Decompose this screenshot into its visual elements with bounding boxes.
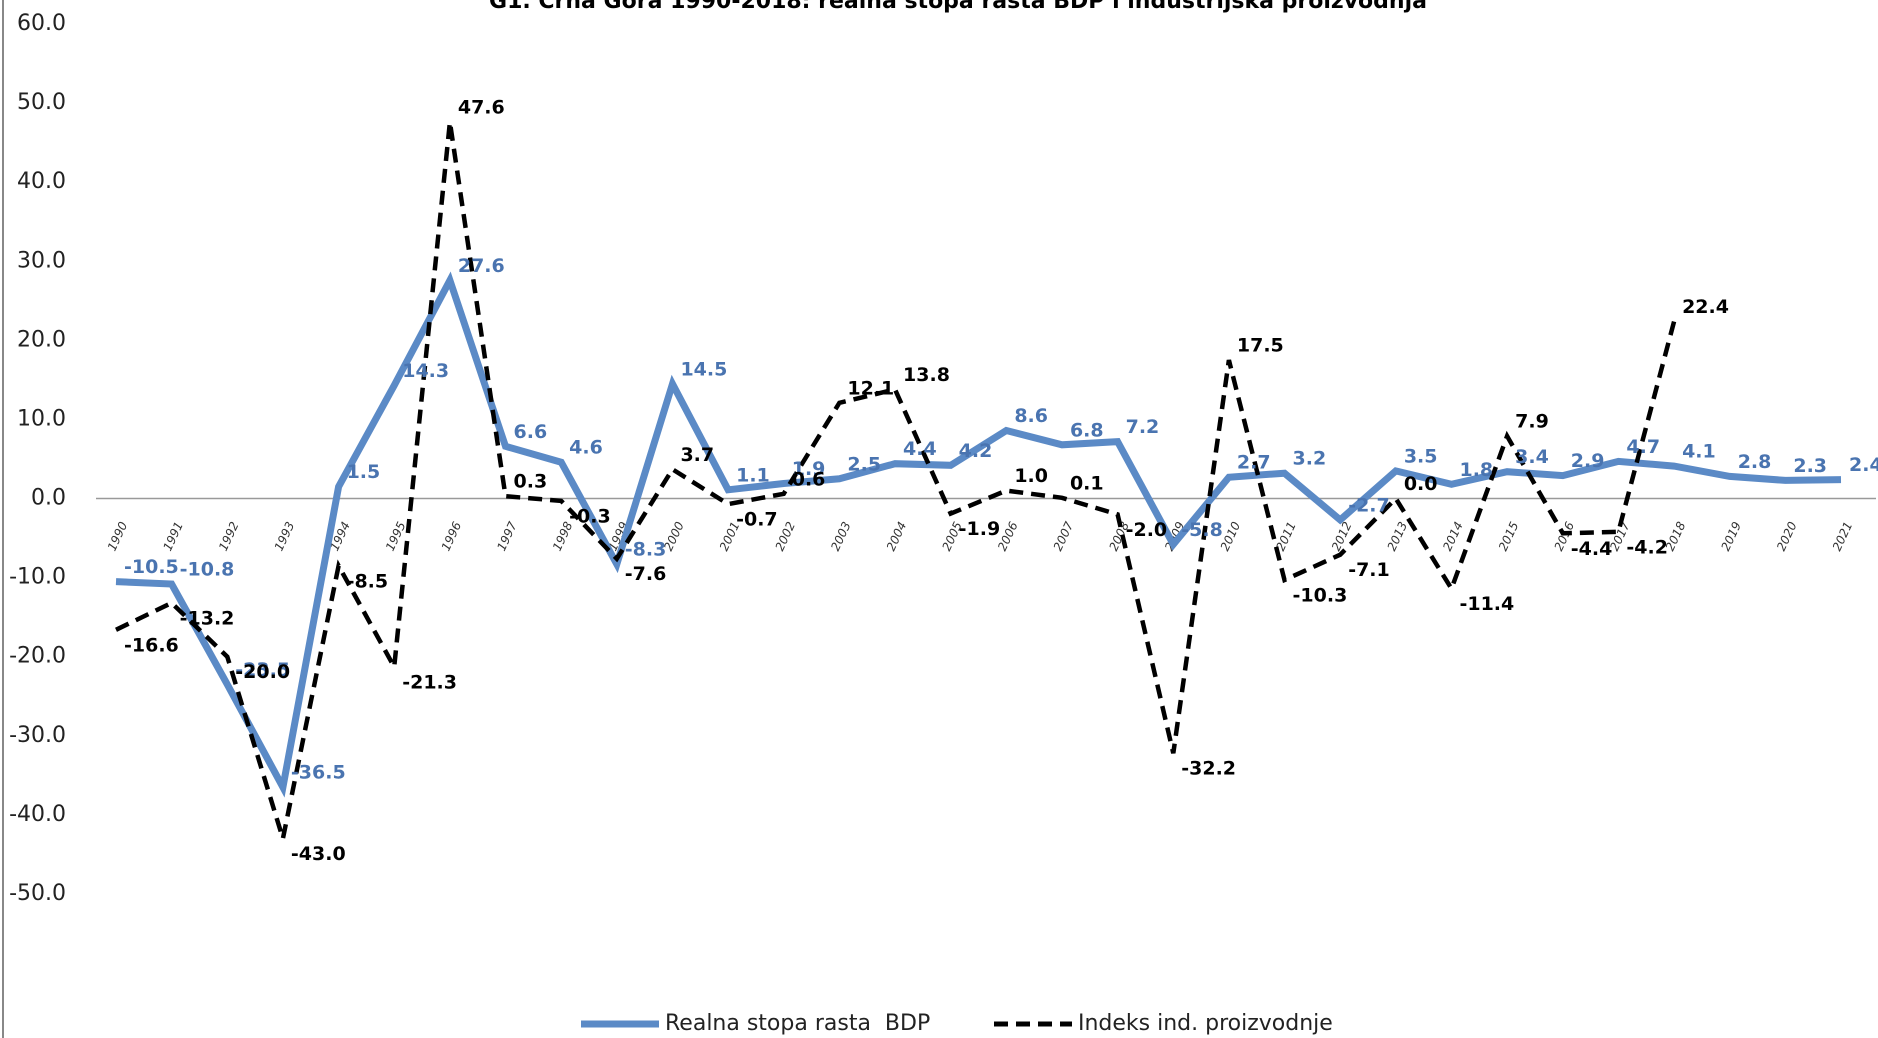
data-label: -21.3	[402, 672, 457, 694]
data-label: 3.2	[1293, 448, 1327, 470]
x-tick-label: 1991	[160, 520, 186, 554]
data-label: 4.7	[1626, 436, 1660, 458]
data-label: 3.4	[1515, 446, 1549, 468]
y-tick-label: -20.0	[9, 644, 66, 669]
data-label: 1.5	[347, 461, 381, 483]
data-label: 3.5	[1404, 445, 1438, 467]
x-tick-label: 1993	[272, 520, 298, 554]
data-label: -10.8	[180, 558, 235, 580]
y-tick-label: -50.0	[9, 881, 66, 906]
data-label: 2.7	[1237, 452, 1271, 474]
x-tick-label: 2013	[1385, 520, 1411, 554]
data-label: 17.5	[1237, 335, 1284, 357]
legend-label: Indeks ind. proizvodnje	[1078, 1011, 1333, 1036]
series-line	[115, 271, 1842, 798]
data-label: 47.6	[458, 97, 505, 119]
x-tick-label: 2014	[1440, 520, 1466, 554]
x-tick-label: 2007	[1051, 519, 1077, 553]
data-label: -2.7	[1348, 494, 1390, 516]
data-label: 1.9	[792, 458, 826, 480]
data-label: -11.4	[1459, 593, 1514, 615]
data-label: 13.8	[903, 364, 950, 386]
data-label: 6.8	[1070, 419, 1104, 441]
legend-label: Realna stopa rasta BDP	[665, 1011, 930, 1036]
data-label: -4.4	[1571, 538, 1613, 560]
data-label: 2.9	[1571, 450, 1605, 472]
data-label: -1.9	[959, 518, 1001, 540]
data-label: -5.8	[1181, 519, 1223, 541]
chart-title: G1. Crna Gora 1990-2018: realna stopa ra…	[489, 0, 1427, 14]
data-label: 0.1	[1070, 472, 1104, 494]
data-label: 4.2	[959, 440, 993, 462]
data-label: 1.0	[1014, 465, 1048, 487]
x-tick-label: 1992	[216, 520, 242, 554]
data-label: 0.0	[1404, 473, 1438, 495]
data-label: -13.2	[180, 607, 235, 629]
data-label: -4.2	[1626, 536, 1668, 558]
data-label: 2.5	[847, 453, 881, 475]
data-label: -20.0	[235, 661, 290, 683]
y-tick-label: -40.0	[9, 802, 66, 827]
data-label: -32.2	[1181, 758, 1236, 780]
data-label: -10.3	[1293, 585, 1348, 607]
x-tick-label: 2003	[828, 520, 854, 554]
x-tick-label: 2015	[1496, 520, 1522, 554]
data-label: 4.4	[903, 438, 937, 460]
data-label: 7.9	[1515, 411, 1549, 433]
data-label: -8.5	[347, 570, 389, 592]
data-label: 2.3	[1793, 455, 1827, 477]
data-label: 22.4	[1682, 296, 1729, 318]
data-label: 27.6	[458, 255, 505, 277]
data-label: 7.2	[1126, 416, 1160, 438]
data-label: -7.1	[1348, 559, 1390, 581]
data-label: -0.7	[736, 509, 778, 531]
data-label: 14.3	[402, 360, 449, 382]
data-label: -43.0	[291, 843, 346, 865]
y-tick-label: 0.0	[31, 486, 66, 511]
x-tick-label: 1996	[439, 519, 465, 553]
x-tick-label: 2019	[1718, 520, 1744, 554]
data-label: 3.7	[680, 444, 714, 466]
data-label: -7.6	[625, 563, 667, 585]
data-label: 4.1	[1682, 441, 1716, 463]
data-label: 0.6	[792, 468, 826, 490]
data-label: -16.6	[124, 634, 179, 656]
data-label: -23.5	[235, 659, 290, 681]
data-label: 2.8	[1738, 451, 1772, 473]
y-tick-label: 50.0	[17, 90, 66, 115]
data-label: -0.3	[569, 505, 611, 527]
data-label: 12.1	[847, 377, 894, 399]
x-tick-label: 2004	[884, 520, 910, 554]
data-label: -8.3	[625, 539, 667, 561]
x-tick-label: 1997	[494, 519, 520, 553]
y-tick-label: 10.0	[17, 406, 66, 431]
data-label: 1.1	[736, 464, 770, 486]
y-tick-label: 40.0	[17, 169, 66, 194]
y-tick-label: 20.0	[17, 327, 66, 352]
series-line	[115, 121, 1677, 840]
x-tick-label: 2021	[1830, 520, 1856, 554]
x-tick-label: 2020	[1774, 519, 1800, 553]
data-label: 8.6	[1014, 405, 1048, 427]
y-tick-label: 60.0	[17, 11, 66, 36]
data-label: 6.6	[514, 421, 548, 443]
x-tick-label: 2012	[1329, 520, 1355, 554]
y-tick-label: -30.0	[9, 723, 66, 748]
y-tick-label: 30.0	[17, 248, 66, 273]
data-label: 0.3	[514, 471, 548, 493]
data-label: 4.6	[569, 437, 603, 459]
data-label: -2.0	[1126, 519, 1168, 541]
data-label: -10.5	[124, 556, 179, 578]
data-label: 1.8	[1459, 459, 1493, 481]
data-label: -36.5	[291, 762, 346, 784]
y-tick-label: -10.0	[9, 565, 66, 590]
data-label: 2.4	[1849, 454, 1878, 476]
data-label: 14.5	[680, 358, 727, 380]
x-tick-label: 1990	[105, 519, 131, 553]
